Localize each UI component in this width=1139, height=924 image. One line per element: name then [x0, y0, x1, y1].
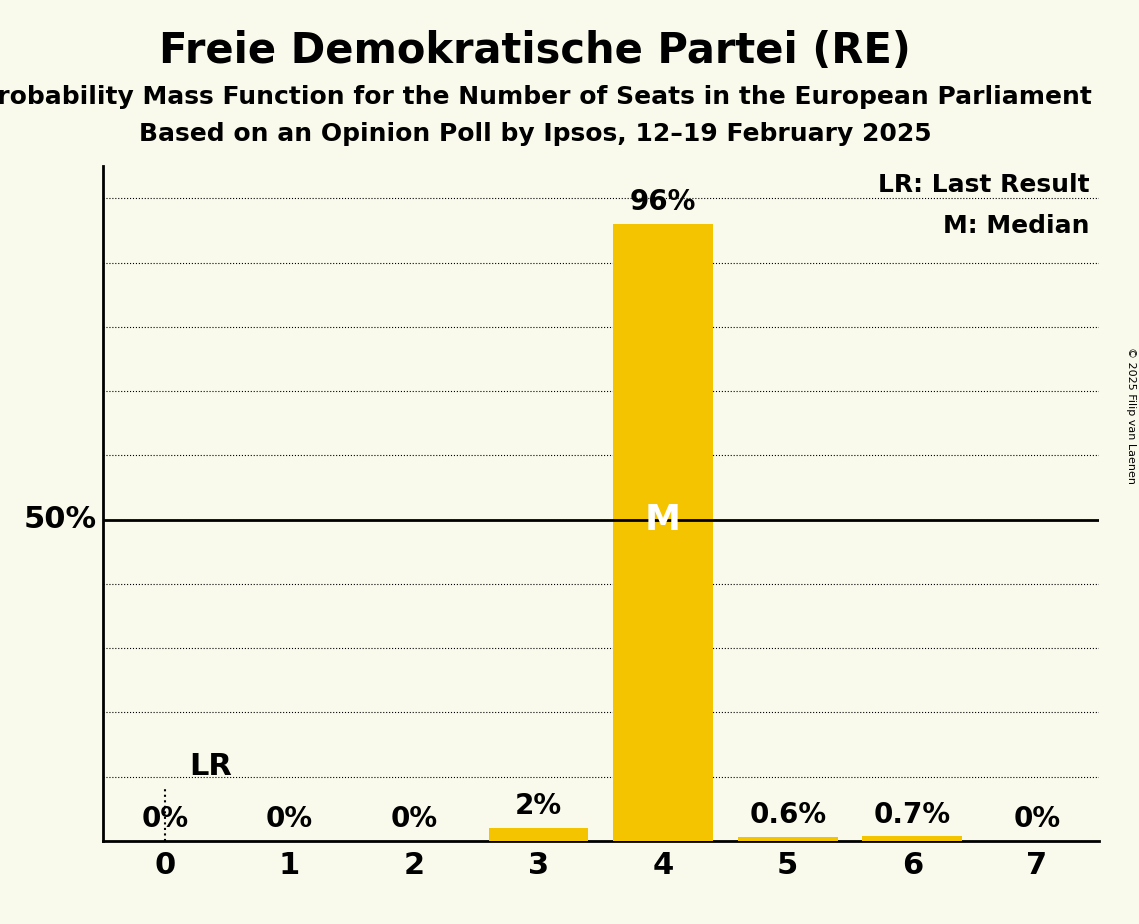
- Text: 0.6%: 0.6%: [749, 801, 826, 829]
- Text: 0%: 0%: [265, 805, 313, 833]
- Text: 50%: 50%: [23, 505, 97, 534]
- Bar: [862, 836, 962, 841]
- Text: LR: LR: [190, 752, 232, 782]
- Text: 0%: 0%: [1014, 805, 1060, 833]
- Bar: [613, 225, 713, 841]
- Text: 0.7%: 0.7%: [874, 800, 951, 829]
- Text: M: M: [645, 503, 681, 537]
- Text: Freie Demokratische Partei (RE): Freie Demokratische Partei (RE): [159, 30, 911, 71]
- Text: M: Median: M: Median: [943, 213, 1089, 237]
- Text: Probability Mass Function for the Number of Seats in the European Parliament: Probability Mass Function for the Number…: [0, 85, 1092, 109]
- Text: 0%: 0%: [391, 805, 437, 833]
- Text: Based on an Opinion Poll by Ipsos, 12–19 February 2025: Based on an Opinion Poll by Ipsos, 12–19…: [139, 122, 932, 146]
- Bar: [489, 828, 589, 841]
- Bar: [738, 837, 837, 841]
- Text: 96%: 96%: [630, 188, 696, 216]
- Text: 2%: 2%: [515, 792, 562, 821]
- Text: © 2025 Filip van Laenen: © 2025 Filip van Laenen: [1126, 347, 1136, 484]
- Text: LR: Last Result: LR: Last Result: [877, 173, 1089, 197]
- Text: 0%: 0%: [141, 805, 188, 833]
